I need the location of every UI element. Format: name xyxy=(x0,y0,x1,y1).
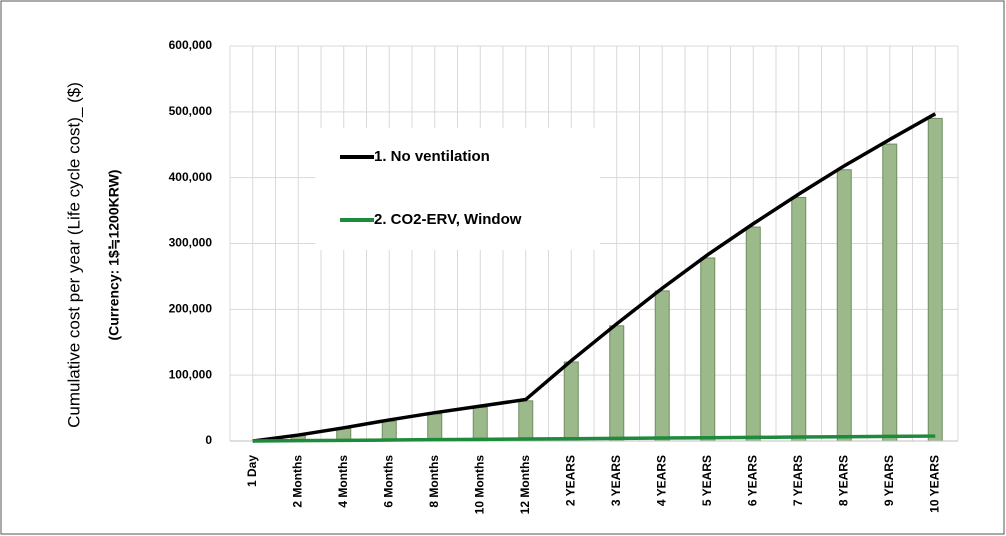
x-tick-label: 7 YEARS xyxy=(791,455,805,506)
y-axis-subtitle: (Currency: 1$≒1200KRW) xyxy=(106,170,122,341)
x-tick-label: 2 Months xyxy=(290,455,304,508)
legend-label: 1. No ventilation xyxy=(374,148,490,165)
y-tick-label: 400,000 xyxy=(169,170,213,184)
x-tick-label: 4 YEARS xyxy=(654,455,668,506)
x-tick-label: 8 Months xyxy=(427,455,441,508)
line xyxy=(252,434,936,443)
bar xyxy=(381,420,397,442)
bar xyxy=(836,169,852,442)
x-tick-label: 3 YEARS xyxy=(609,455,623,506)
y-tick-label: 0 xyxy=(205,433,212,447)
bar xyxy=(882,143,898,442)
x-tick-label: 4 Months xyxy=(336,455,350,508)
bar xyxy=(654,290,670,442)
x-tick-label: 5 YEARS xyxy=(700,455,714,506)
x-tick-label: 1 Day xyxy=(245,455,259,487)
y-tick-label: 100,000 xyxy=(169,367,213,381)
legend-label: 2. CO2-ERV, Window xyxy=(374,211,522,228)
y-tick-label: 600,000 xyxy=(169,38,213,52)
bar xyxy=(609,325,625,442)
line xyxy=(252,112,937,443)
bar xyxy=(745,226,761,442)
x-tick-label: 10 Months xyxy=(472,455,486,515)
y-tick-label: 300,000 xyxy=(169,236,213,250)
x-tick-label: 9 YEARS xyxy=(882,455,896,506)
y-tick-label: 200,000 xyxy=(169,302,213,316)
x-tick-label: 12 Months xyxy=(518,455,532,515)
x-tick-label: 2 YEARS xyxy=(563,455,577,506)
x-tick-label: 8 YEARS xyxy=(836,455,850,506)
y-tick-label: 500,000 xyxy=(169,104,213,118)
bar xyxy=(700,257,716,442)
x-tick-label: 10 YEARS xyxy=(927,455,941,513)
bar xyxy=(563,361,579,442)
x-tick-label: 6 Months xyxy=(381,455,395,508)
bar xyxy=(518,400,534,442)
x-tick-label: 6 YEARS xyxy=(745,455,759,506)
legend-box xyxy=(315,128,600,250)
bar xyxy=(427,413,443,442)
bar xyxy=(472,406,488,442)
bar xyxy=(791,196,807,442)
y-axis-title: Cumulative cost per year (Life cycle cos… xyxy=(64,82,83,428)
bar xyxy=(927,117,943,442)
